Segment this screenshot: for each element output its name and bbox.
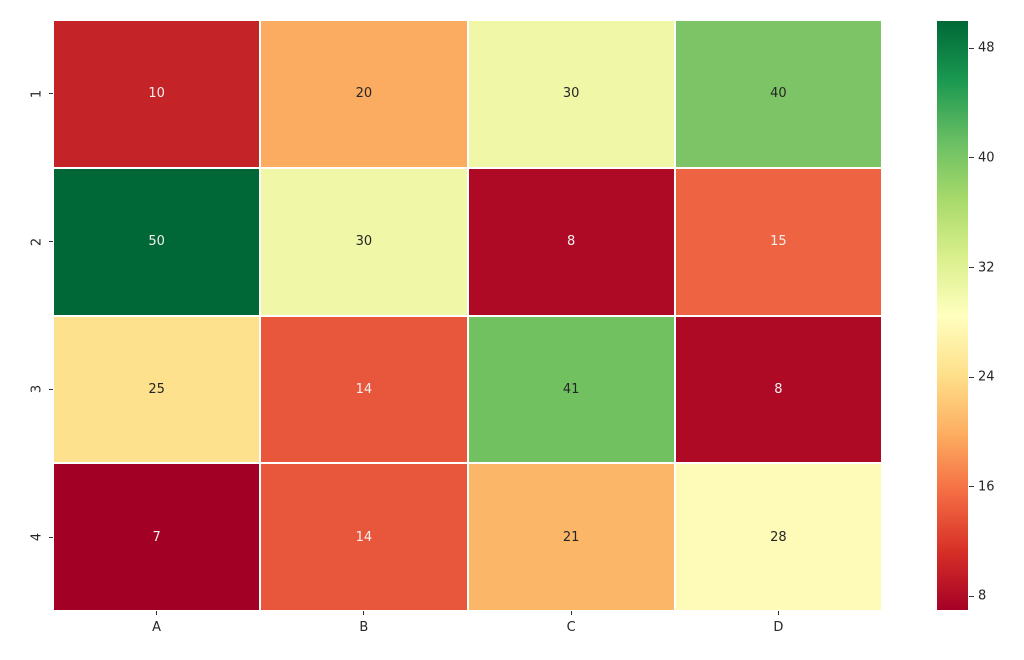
x-tick-mark — [777, 611, 779, 615]
heatmap-cell: 8 — [468, 168, 674, 315]
cell-value: 7 — [152, 529, 161, 545]
y-tick-label: 3 — [29, 385, 45, 394]
heatmap-cell: 10 — [54, 21, 260, 167]
heatmap-cell: 14 — [261, 316, 467, 463]
cell-value: 10 — [148, 86, 165, 102]
x-tick-label: B — [359, 620, 369, 635]
y-tick-mark — [49, 241, 53, 243]
colorbar-tick-mark — [969, 267, 974, 269]
cell-value: 8 — [566, 234, 576, 250]
heatmap-cell: 21 — [468, 464, 674, 610]
x-tick-label: C — [566, 620, 576, 635]
heatmap-cell: 7 — [54, 464, 260, 610]
heatmap-grid: 10 20 30 40 50 30 8 15 25 14 41 8 7 14 21 28 — [54, 21, 881, 610]
cell-value: 28 — [770, 529, 787, 545]
colorbar — [937, 21, 968, 610]
cell-value: 41 — [562, 381, 580, 397]
colorbar-tick-mark — [969, 595, 974, 597]
cell-value: 21 — [562, 529, 580, 545]
x-tick-mark — [570, 611, 572, 615]
cell-value: 20 — [355, 86, 373, 102]
colorbar-tick-label: 48 — [978, 40, 995, 56]
y-tick-label: 1 — [29, 89, 45, 99]
heatmap-cell: 25 — [54, 316, 260, 463]
x-tick-label: D — [773, 620, 784, 635]
y-tick-mark — [49, 536, 53, 538]
heatmap-cell: 8 — [675, 316, 881, 463]
x-tick-label: A — [152, 620, 162, 635]
cell-value: 14 — [355, 381, 373, 397]
cell-value: 14 — [355, 529, 373, 545]
y-tick-mark — [49, 388, 53, 390]
colorbar-tick-label: 8 — [978, 588, 987, 604]
heatmap-cell: 41 — [468, 316, 674, 463]
cell-value: 15 — [770, 234, 787, 250]
heatmap-cell: 50 — [54, 168, 260, 315]
colorbar-tick-mark — [969, 47, 974, 49]
x-tick-mark — [363, 611, 365, 615]
colorbar-tick-label: 40 — [978, 150, 995, 166]
y-tick-label: 2 — [29, 237, 45, 246]
cell-value: 8 — [774, 381, 783, 397]
heatmap-cell: 28 — [675, 464, 881, 610]
colorbar-tick-label: 16 — [978, 479, 995, 495]
y-tick-mark — [49, 93, 53, 95]
heatmap-cell: 20 — [261, 21, 467, 167]
heatmap-cell: 30 — [468, 21, 674, 167]
cell-value: 30 — [355, 234, 373, 250]
colorbar-tick-mark — [969, 376, 974, 378]
heatmap-cell: 40 — [675, 21, 881, 167]
x-tick-mark — [156, 611, 158, 615]
cell-value: 30 — [562, 86, 580, 102]
heatmap-cell: 30 — [261, 168, 467, 315]
cell-value: 40 — [770, 86, 787, 102]
heatmap-cell: 14 — [261, 464, 467, 610]
colorbar-tick-mark — [969, 486, 974, 488]
cell-value: 50 — [148, 234, 165, 250]
colorbar-tick-mark — [969, 157, 974, 159]
heatmap-cell: 15 — [675, 168, 881, 315]
colorbar-tick-label: 24 — [978, 369, 995, 385]
colorbar-tick-label: 32 — [978, 260, 995, 276]
cell-value: 25 — [148, 381, 165, 397]
y-tick-label: 4 — [29, 532, 45, 542]
